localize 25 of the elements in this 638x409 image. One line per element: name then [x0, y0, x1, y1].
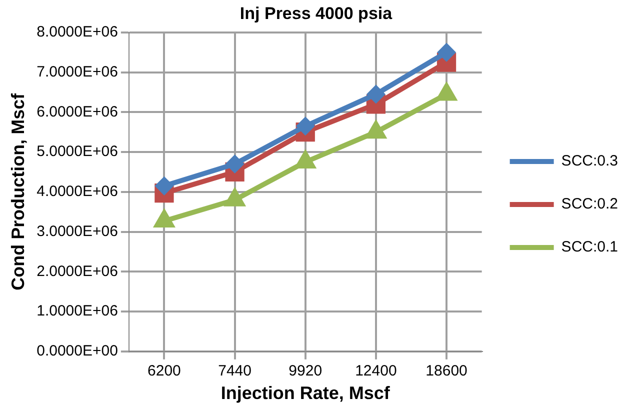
legend-label: SCC:0.2: [561, 196, 618, 213]
y-tick-label: 4.0000E+06: [36, 183, 118, 200]
x-tick-label: 6200: [148, 362, 181, 380]
y-tick-label: 5.0000E+06: [36, 143, 118, 160]
x-tick-label: 12400: [355, 362, 397, 380]
point: [156, 177, 173, 194]
y-tick-label: 1.0000E+06: [36, 302, 118, 320]
x-tick-label: 7440: [218, 362, 252, 380]
y-tick-label: 3.0000E+06: [36, 222, 118, 240]
point: [367, 86, 384, 103]
x-tick-label: 18600: [426, 362, 468, 380]
point: [296, 118, 314, 135]
legend-label: SCC:0.3: [561, 152, 618, 170]
x-axis-title: Injection Rate, Mscf: [220, 383, 391, 404]
chart-title: Inj Press 4000 psia: [240, 4, 393, 23]
point: [226, 155, 244, 172]
x-tick-label: 9920: [288, 362, 322, 380]
y-tick-label: 0.0000E+00: [36, 342, 118, 360]
y-axis-title: Cond Production, Mscf: [8, 92, 28, 290]
y-tick-label: 6.0000E+06: [36, 103, 118, 120]
y-tick-label: 2.0000E+06: [36, 262, 118, 280]
y-tick-label: 7.0000E+06: [36, 63, 118, 80]
y-tick-label: 8.0000E+06: [36, 24, 118, 41]
legend-label: SCC:0.1: [561, 238, 618, 256]
point: [438, 44, 456, 61]
